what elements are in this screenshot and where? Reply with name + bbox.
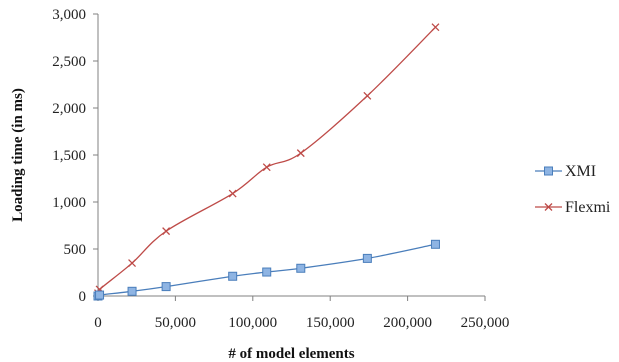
marker-stroke [128,259,137,268]
legend-label-xmi: XMI [565,163,596,180]
legend-item-xmi: XMI [535,163,596,180]
marker-stroke [296,149,305,158]
y-tick-label: 2,500 [52,54,86,70]
x-tick-label: 150,000 [306,315,355,331]
x-tick-label: 0 [94,315,102,331]
legend-marker-xmi [544,166,553,176]
x-tick-label: 200,000 [383,315,432,331]
series-xmi [93,239,440,301]
data-point-flexmi [431,23,440,32]
data-point-xmi [95,290,105,300]
marker-stroke [431,23,440,32]
data-point-xmi [362,253,372,263]
data-point-xmi [228,271,238,281]
series-flexmi [94,23,440,298]
y-tick-label: 500 [64,242,87,258]
x-axis-title: # of model elements [228,346,354,362]
series-layer [93,23,440,301]
x-tick-label: 250,000 [461,315,510,331]
data-point-flexmi [128,259,137,268]
marker-stroke [363,91,372,100]
data-point-flexmi [296,149,305,158]
data-point-xmi [161,282,171,292]
legend-label-flexmi: Flexmi [565,199,611,216]
series-line-flexmi [95,26,436,294]
y-axis-title: Loading time (in ms) [10,88,26,222]
data-point-xmi [127,286,137,296]
marker-stroke [544,203,553,211]
tick-labels: 0 500 1,000 1,500 2,000 2,500 3,000 0 50,000 100,… [52,7,509,331]
y-tick-label: 1,000 [52,195,86,211]
data-point-xmi [430,239,440,249]
legend-marker-flexmi [544,203,553,211]
legend-item-flexmi: Flexmi [535,199,611,216]
data-point-flexmi [162,227,171,236]
marker-stroke [262,163,271,172]
data-point-xmi [262,267,272,277]
y-tick-label: 1,500 [52,148,86,164]
x-tick-label: 100,000 [228,315,277,331]
y-tick-label: 3,000 [52,7,86,23]
axes [93,13,486,301]
y-tick-label: 2,000 [52,101,86,117]
data-point-flexmi [363,91,372,100]
legend: XMI Flexmi [535,163,611,216]
x-tick-label: 50,000 [155,315,196,331]
y-tick-label: 0 [79,289,87,305]
data-point-flexmi [262,163,271,172]
marker-stroke [228,189,237,198]
data-point-flexmi [228,189,237,198]
marker-stroke [162,227,171,236]
data-point-xmi [296,263,306,273]
